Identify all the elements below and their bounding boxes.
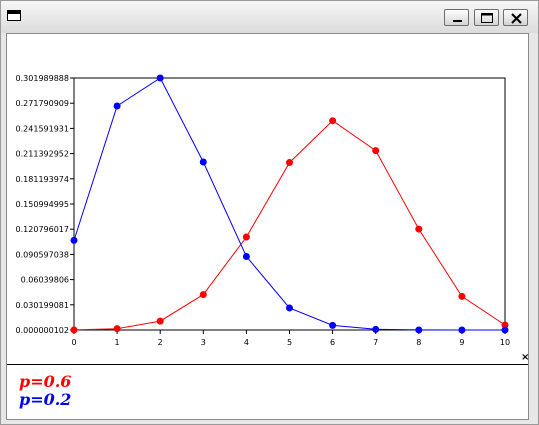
data-point bbox=[199, 158, 207, 166]
chart-panel: 0.000000102 0.030199081 0.06039806 0.090597… bbox=[6, 33, 529, 420]
close-icon bbox=[511, 13, 522, 24]
window-icon[interactable] bbox=[7, 10, 21, 21]
x-tick-label: 4 bbox=[244, 338, 249, 347]
data-point bbox=[286, 159, 293, 167]
y-tick-label: 0.271790909 bbox=[16, 99, 69, 108]
series-line bbox=[73, 77, 505, 331]
data-point bbox=[156, 74, 164, 82]
chart-close-icon[interactable]: × bbox=[521, 352, 530, 363]
x-tick-label: 1 bbox=[115, 338, 120, 347]
maximize-button[interactable] bbox=[474, 9, 499, 26]
y-tick-label: 0.150994995 bbox=[16, 200, 69, 209]
data-point bbox=[372, 147, 380, 155]
data-point bbox=[501, 326, 509, 334]
title-bar[interactable] bbox=[1, 1, 538, 33]
x-tick-label: 3 bbox=[201, 338, 206, 347]
x-tick-label: 0 bbox=[71, 338, 76, 347]
data-point bbox=[242, 233, 250, 241]
data-point bbox=[415, 225, 423, 233]
plot-frame bbox=[73, 77, 506, 331]
data-point bbox=[113, 102, 121, 110]
data-point bbox=[501, 321, 509, 329]
legend-item: p=0.2 bbox=[19, 390, 72, 409]
maximize-icon bbox=[481, 13, 493, 23]
y-tick-label: 0.030199081 bbox=[16, 301, 69, 310]
y-tick-label: 0.090597038 bbox=[16, 250, 69, 259]
line-chart: 0.000000102 0.030199081 0.06039806 0.090597… bbox=[16, 74, 511, 347]
data-point bbox=[372, 325, 380, 333]
data-point bbox=[329, 321, 337, 329]
data-point bbox=[113, 325, 121, 333]
data-point bbox=[70, 236, 78, 244]
data-point bbox=[458, 292, 466, 300]
minimize-icon bbox=[453, 20, 462, 22]
minimize-button[interactable] bbox=[444, 9, 469, 26]
y-tick-label: 0.211392952 bbox=[16, 150, 69, 159]
data-point bbox=[286, 304, 293, 312]
y-tick-label: 0.301989888 bbox=[16, 74, 69, 83]
x-tick-label: 2 bbox=[158, 338, 163, 347]
x-tick-label: 6 bbox=[330, 338, 335, 347]
y-tick-label: 0.241591931 bbox=[16, 124, 69, 133]
series-line bbox=[73, 120, 506, 331]
data-point bbox=[415, 326, 423, 334]
data-point bbox=[329, 117, 337, 125]
x-tick-label: 8 bbox=[416, 338, 421, 347]
x-tick-label: 9 bbox=[459, 338, 464, 347]
x-tick-label: 7 bbox=[373, 338, 378, 347]
y-tick-label: 0.181193974 bbox=[16, 175, 69, 184]
close-button[interactable] bbox=[503, 9, 528, 26]
y-tick-label: 0.000000102 bbox=[16, 326, 69, 335]
x-tick-label: 10 bbox=[500, 338, 510, 347]
y-tick-label: 0.120796017 bbox=[16, 225, 69, 234]
y-tick-label: 0.06039806 bbox=[21, 276, 69, 285]
legend-divider bbox=[7, 364, 528, 365]
data-point bbox=[242, 253, 250, 261]
data-point bbox=[156, 317, 164, 325]
data-point bbox=[458, 326, 466, 334]
x-tick-label: 5 bbox=[287, 338, 292, 347]
legend-item: p=0.6 bbox=[19, 372, 72, 391]
data-point bbox=[199, 291, 207, 299]
data-point bbox=[70, 326, 78, 334]
